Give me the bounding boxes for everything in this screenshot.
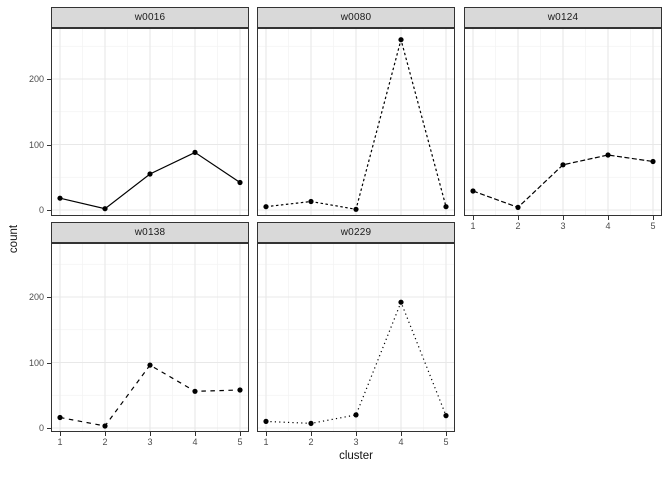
x-tick-mark <box>240 432 241 436</box>
x-tick-mark <box>446 432 447 436</box>
data-point <box>398 37 404 43</box>
x-tick-mark <box>266 432 267 436</box>
y-tick-label: 100 <box>28 139 44 150</box>
data-point <box>650 158 656 165</box>
y-tick-label: 100 <box>28 357 44 368</box>
data-point <box>57 195 63 201</box>
data-point <box>147 362 153 368</box>
x-axis-w0229: 1 2 3 4 5 <box>257 432 455 452</box>
y-tick-mark <box>47 428 51 429</box>
facet-title: w0016 <box>134 12 166 23</box>
x-tick-label: 1 <box>57 437 63 447</box>
x-tick-mark <box>105 432 106 436</box>
x-tick-mark <box>150 432 151 436</box>
data-point <box>263 418 269 424</box>
data-point <box>237 179 243 186</box>
data-point <box>443 204 449 210</box>
x-tick-mark <box>653 216 654 220</box>
facet-strip: w0229 <box>257 222 455 243</box>
x-tick-mark <box>473 216 474 220</box>
x-tick-label: 3 <box>560 221 566 231</box>
data-point <box>470 188 476 194</box>
x-tick-mark <box>356 432 357 436</box>
data-point <box>353 412 359 418</box>
y-tick-mark <box>47 362 51 364</box>
data-point <box>102 206 108 212</box>
facet-w0138: w0138 1 2 3 4 5 <box>51 222 249 452</box>
facet-strip: w0016 <box>51 7 249 28</box>
y-tick-label: 0 <box>38 423 44 433</box>
x-tick-label: 2 <box>515 221 521 231</box>
data-point <box>263 204 269 210</box>
data-point <box>443 413 449 419</box>
series-line-w0138 <box>59 364 241 427</box>
x-tick-label: 2 <box>308 437 314 447</box>
x-axis-w0124: 1 2 3 4 5 <box>464 216 662 236</box>
data-point <box>353 206 359 212</box>
x-tick-label: 5 <box>650 221 656 231</box>
facet-strip: w0138 <box>51 222 249 243</box>
facet-w0124: w0124 1 2 3 4 5 <box>464 7 662 236</box>
facet-title: w0080 <box>340 12 372 23</box>
x-tick-mark <box>401 432 402 436</box>
data-point <box>560 162 566 168</box>
data-point <box>237 387 243 393</box>
y-tick-mark <box>47 79 51 80</box>
facet-strip: w0124 <box>464 7 662 28</box>
x-tick-mark <box>518 216 519 220</box>
y-axis-row-2: 0 100 200 <box>0 243 51 433</box>
y-tick-mark <box>47 144 51 146</box>
facet-panel <box>51 243 249 432</box>
facet-strip: w0080 <box>257 7 455 28</box>
y-tick-label: 0 <box>38 205 44 215</box>
data-point <box>605 152 611 158</box>
data-point <box>515 204 521 210</box>
data-point <box>192 149 198 155</box>
y-tick-label: 200 <box>28 74 44 84</box>
y-tick-mark <box>47 297 51 298</box>
x-tick-label: 1 <box>470 221 476 231</box>
y-tick-mark <box>47 210 51 211</box>
data-point <box>147 171 153 177</box>
x-tick-label: 3 <box>147 437 153 447</box>
facet-w0016: w0016 <box>51 7 249 216</box>
x-tick-mark <box>311 432 312 436</box>
facet-panel <box>464 28 662 216</box>
x-tick-label: 4 <box>605 221 611 231</box>
facet-panel <box>257 243 455 432</box>
data-point <box>57 414 63 421</box>
facet-title: w0124 <box>547 12 579 23</box>
x-tick-mark <box>195 432 196 436</box>
data-point <box>192 388 198 394</box>
x-tick-mark <box>60 432 61 436</box>
data-point <box>308 420 314 426</box>
x-tick-mark <box>563 216 564 220</box>
data-point <box>308 198 314 205</box>
y-axis-row-1: 0 100 200 <box>0 28 51 216</box>
y-tick-label: 200 <box>28 292 44 302</box>
facet-panel <box>51 28 249 216</box>
data-point <box>398 299 404 305</box>
x-tick-mark <box>608 216 609 220</box>
data-point <box>102 423 108 429</box>
x-axis-title: cluster <box>339 450 373 462</box>
x-tick-label: 5 <box>237 437 243 447</box>
x-axis-w0138: 1 2 3 4 5 <box>51 432 249 452</box>
x-tick-label: 4 <box>192 437 198 447</box>
facet-title: w0138 <box>134 227 166 238</box>
x-tick-label: 3 <box>353 437 359 447</box>
facet-w0080: w0080 <box>257 7 455 216</box>
x-tick-label: 4 <box>398 437 404 447</box>
facet-panel <box>257 28 455 216</box>
facet-title: w0229 <box>340 227 372 238</box>
x-tick-label: 5 <box>443 437 449 447</box>
x-tick-label: 1 <box>263 437 269 447</box>
x-tick-label: 2 <box>102 437 108 447</box>
facet-w0229: w0229 1 2 3 4 5 <box>257 222 455 452</box>
